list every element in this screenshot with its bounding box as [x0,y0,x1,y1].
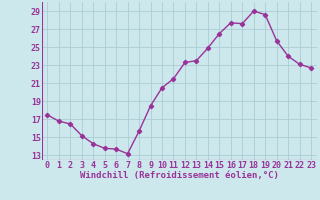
X-axis label: Windchill (Refroidissement éolien,°C): Windchill (Refroidissement éolien,°C) [80,171,279,180]
